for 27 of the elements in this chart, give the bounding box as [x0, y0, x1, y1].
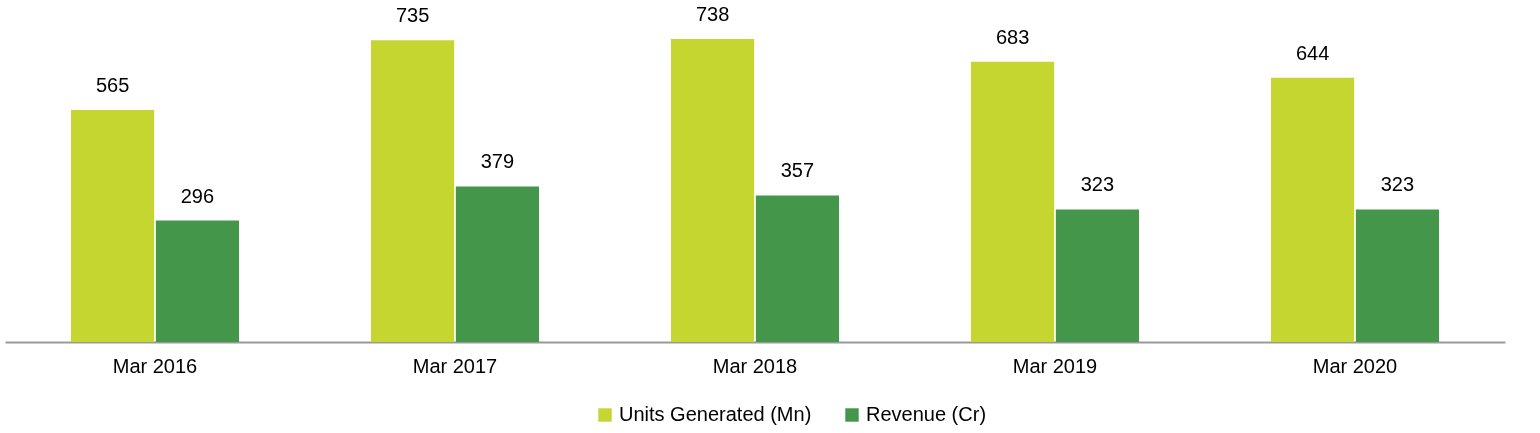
x-tick-label: Mar 2019	[1012, 354, 1098, 377]
x-tick-label: Mar 2017	[412, 354, 498, 377]
bar	[455, 186, 539, 342]
data-label: 296	[180, 184, 215, 207]
x-tick-label: Mar 2016	[112, 354, 198, 377]
data-label: 738	[695, 3, 730, 26]
data-label: 379	[480, 150, 515, 173]
bar	[755, 195, 839, 342]
x-tick-label: Mar 2018	[712, 354, 798, 377]
data-label: 323	[1380, 173, 1415, 196]
data-label: 323	[1080, 173, 1115, 196]
bar	[1055, 209, 1139, 342]
bar	[371, 40, 455, 342]
bar	[1271, 77, 1355, 342]
bar	[1355, 209, 1439, 342]
bar	[155, 220, 239, 342]
x-tick-label: Mar 2020	[1312, 354, 1398, 377]
legend-label: Units Generated (Mn)	[619, 403, 812, 425]
data-label: 644	[1295, 41, 1330, 64]
bar	[71, 110, 155, 342]
data-label: 683	[995, 25, 1030, 48]
bar	[971, 61, 1055, 342]
data-label: 735	[395, 4, 430, 27]
data-label: 357	[780, 159, 815, 182]
data-label: 565	[95, 74, 130, 97]
bar	[671, 39, 755, 342]
legend-label: Revenue (Cr)	[866, 403, 987, 425]
